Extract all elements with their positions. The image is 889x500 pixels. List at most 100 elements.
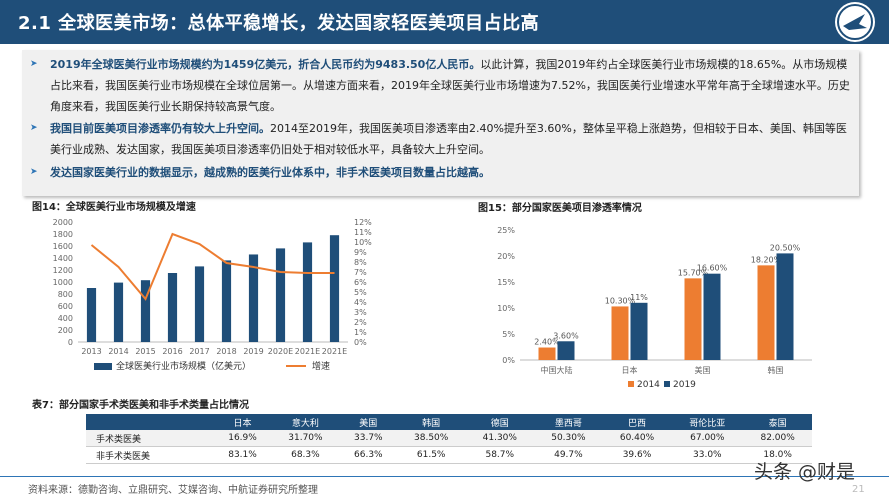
table-cell: 61.5% (396, 446, 466, 464)
summary-bullet: ➤ 我国目前医美项目渗透率仍有较大上升空间。2014至2019年，我国医美项目渗… (30, 118, 850, 160)
y-tick: 15% (497, 278, 515, 287)
y-tick-left: 200 (58, 326, 73, 335)
y-tick-right: 5% (354, 288, 367, 297)
y-tick-right: 10% (354, 238, 372, 247)
y-tick-right: 7% (354, 268, 367, 277)
y-tick: 25% (497, 226, 515, 235)
table-cell: 60.40% (602, 430, 672, 447)
table-cell: 49.7% (534, 446, 603, 464)
y-tick-right: 4% (354, 298, 367, 307)
legend-label: 增速 (312, 360, 330, 372)
y-tick: 0% (502, 356, 515, 365)
y-tick-right: 9% (354, 248, 367, 257)
x-tick: 2016 (162, 347, 182, 356)
footer-divider (0, 476, 889, 477)
table-cell: 58.7% (465, 446, 535, 464)
bar (776, 253, 794, 360)
data-label: 16.60% (697, 264, 728, 273)
y-tick-right: 11% (354, 228, 372, 237)
summary-bullet: ➤ 发达国家医美行业的数据显示，越成熟的医美行业体系中，非手术医美项目数量占比越… (30, 162, 850, 183)
bar (684, 278, 702, 360)
y-tick: 20% (497, 252, 515, 261)
bar (557, 341, 575, 360)
bar (329, 235, 340, 342)
y-tick-left: 1000 (53, 278, 73, 287)
fig15-chart: 0% 5% 10% 15% 20% 25% 2.40%3.60% 中国大陆 10.30%11% 日… (497, 226, 812, 390)
y-tick-right: 1% (354, 328, 367, 337)
table-header-row: 日本 意大利 美国 韩国 德国 墨西哥 巴西 哥伦比亚 泰国 (86, 414, 812, 430)
bar (167, 273, 178, 342)
column-header: 意大利 (271, 414, 340, 430)
source-note: 资料来源：德勤咨询、立鼎研究、艾媒咨询、中航证券研究所整理 (28, 485, 318, 496)
column-header: 美国 (339, 414, 397, 430)
table-row: 非手术类医美 83.1% 68.3% 66.3% 61.5% 58.7% 49.7% 39.6… (86, 446, 812, 464)
table-cell: 83.1% (213, 446, 272, 464)
bar (757, 265, 775, 360)
column-header: 墨西哥 (534, 414, 603, 430)
bar (221, 260, 232, 342)
bullet-text: 2014至2019年，我国医美项目渗透率由2.40%提升至3.60%，整体呈平稳… (50, 122, 847, 156)
table-cell: 68.3% (271, 446, 340, 464)
page-number: 21 (852, 484, 865, 495)
x-tick: 中国大陆 (541, 365, 573, 375)
legend-label: 2019 (673, 380, 696, 390)
fig14-title: 图14：全球医美行业市场规模及增速 (32, 202, 196, 213)
bullet-text: 以此计算，我国2019年约占全球医美行业市场规模的18.65%。从市场规模占比来… (50, 58, 850, 113)
data-label: 10.30% (605, 296, 636, 305)
column-header: 泰国 (743, 414, 812, 430)
data-label: 20.50% (770, 243, 801, 252)
column-header: 韩国 (396, 414, 466, 430)
column-header (86, 414, 214, 430)
data-label: 2.40% (534, 338, 560, 347)
y-tick-right: 12% (354, 218, 372, 227)
column-header: 日本 (213, 414, 272, 430)
x-tick: 美国 (695, 365, 711, 375)
table-cell: 18.0% (743, 446, 812, 464)
table-cell: 33.0% (671, 446, 744, 464)
bar (275, 248, 286, 342)
x-tick: 韩国 (768, 365, 784, 375)
x-tick: 2019 (243, 347, 263, 356)
x-tick: 2021E (295, 347, 320, 356)
x-tick: 2014 (108, 347, 128, 356)
y-tick-left: 1400 (53, 254, 73, 263)
row-header: 手术类医美 (86, 430, 214, 447)
y-tick-right: 0% (354, 338, 367, 347)
y-tick-right: 2% (354, 318, 367, 327)
legend-swatch-bar (94, 363, 112, 370)
bar (630, 302, 648, 360)
company-logo (835, 2, 875, 42)
bar (302, 242, 313, 342)
summary-box: ➤ 2019年全球医美行业市场规模约为1459亿美元，折合人民币约为9483.5… (22, 50, 859, 196)
data-label: 3.60% (553, 331, 579, 340)
y-tick-left: 800 (58, 290, 73, 299)
y-tick-left: 1200 (53, 266, 73, 275)
table-cell: 31.70% (271, 430, 340, 447)
y-tick-right: 8% (354, 258, 367, 267)
triangle-bullet-icon: ➤ (30, 167, 38, 177)
legend-swatch (628, 381, 634, 387)
data-label: 18.20% (751, 255, 782, 264)
fig15-title: 图15：部分国家医美项目渗透率情况 (478, 203, 642, 214)
y-tick: 5% (502, 330, 515, 339)
table-cell: 16.9% (213, 430, 272, 447)
table-cell: 67.00% (671, 430, 744, 447)
x-tick: 日本 (622, 365, 638, 375)
y-tick-left: 1800 (53, 230, 73, 239)
y-tick-left: 1600 (53, 242, 73, 251)
data-label: 15.70% (678, 268, 709, 277)
table-cell: 38.50% (396, 430, 466, 447)
title-bar: 2.1 全球医美市场：总体平稳增长，发达国家轻医美项目占比高 (0, 0, 889, 44)
summary-bullet: ➤ 2019年全球医美行业市场规模约为1459亿美元，折合人民币约为9483.5… (30, 54, 850, 117)
growth-line (90, 232, 335, 301)
fig14-chart: 02004006008001000120014001600180020000%1… (53, 218, 373, 372)
table7-title: 表7：部分国家手术类医美和非手术类量占比情况 (32, 400, 249, 411)
table-row: 手术类医美 16.9% 31.70% 33.7% 38.50% 41.30% 50.30% 6… (86, 430, 812, 447)
bullet-highlight: 发达国家医美行业的数据显示，越成熟的医美行业体系中，非手术医美项目数量占比越高。 (50, 166, 490, 179)
legend-label: 2014 (637, 380, 660, 390)
bar (86, 288, 97, 342)
column-header: 哥伦比亚 (671, 414, 744, 430)
bullet-highlight: 我国目前医美项目渗透率仍有较大上升空间。 (50, 122, 270, 135)
table7: 日本 意大利 美国 韩国 德国 墨西哥 巴西 哥伦比亚 泰国 手术类医美 16.9% 31.70% 33… (86, 414, 812, 464)
bullet-highlight: 2019年全球医美行业市场规模约为1459亿美元，折合人民币约为9483.50亿… (50, 58, 481, 71)
